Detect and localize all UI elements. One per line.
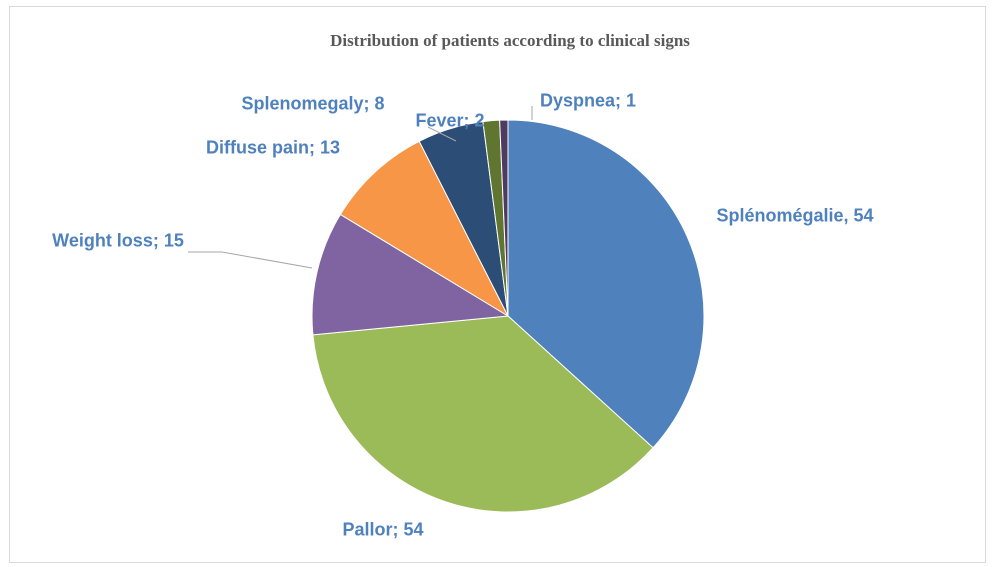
data-label: Fever; 2 (415, 110, 485, 131)
pie-slice (339, 140, 510, 318)
data-label: Dyspnea; 1 (539, 90, 637, 111)
pie-slice (507, 119, 705, 449)
data-label: Diffuse pain; 13 (205, 137, 341, 158)
chart-title: Distribution of patients according to cl… (330, 31, 690, 50)
pie-slice (499, 119, 509, 317)
pie-slice (311, 213, 510, 336)
data-label: Weight loss; 15 (52, 230, 184, 251)
data-label: Pallor; 54 (342, 519, 424, 540)
leader-line (188, 251, 313, 269)
data-label: Splenomegaly; 8 (241, 93, 385, 114)
leader-line (427, 126, 457, 142)
data-label: Splénomégalie, 54 (716, 205, 874, 226)
pie-slice (312, 315, 654, 513)
